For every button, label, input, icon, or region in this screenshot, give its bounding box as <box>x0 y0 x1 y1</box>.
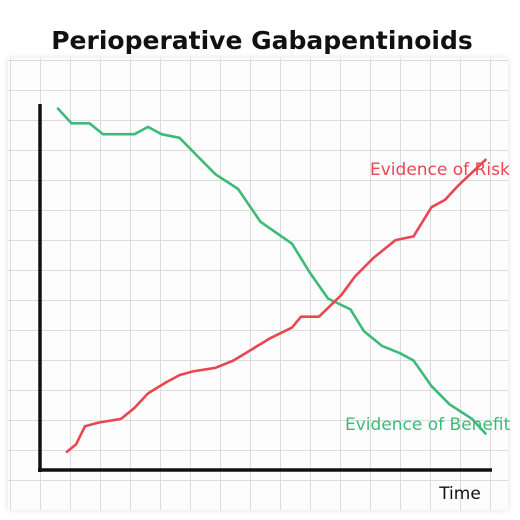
graph-paper <box>8 58 508 510</box>
series-label: Evidence of Risk <box>370 160 510 180</box>
chart-title: Perioperative Gabapentinoids <box>51 26 473 55</box>
series-label: Evidence of Benefit <box>345 415 511 435</box>
series-line <box>65 158 487 454</box>
series-line <box>56 107 487 435</box>
x-axis-label: Time <box>438 484 481 504</box>
